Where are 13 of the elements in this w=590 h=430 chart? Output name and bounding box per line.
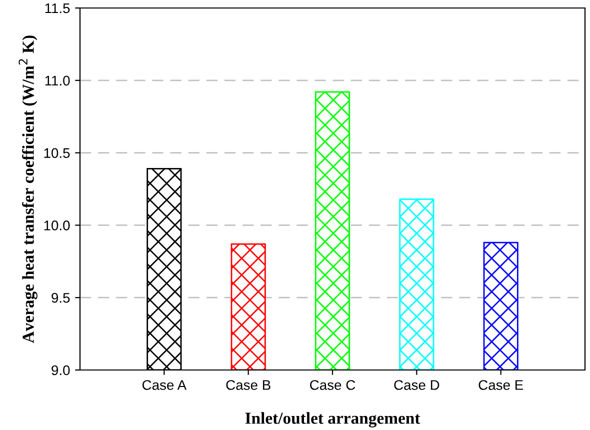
x-tick-label: Case E — [478, 380, 524, 390]
x-tick-label: Case B — [226, 380, 270, 390]
x-axis-title: Inlet/outlet arrangement — [245, 412, 420, 428]
y-tick-label: 9.0 — [52, 365, 70, 376]
y-axis-title: Average heat transfer coefficient (W/m$^{2}$ K) — [18, 36, 38, 344]
x-tick-label: Case A — [142, 380, 187, 390]
x-tick-label: Case D — [394, 380, 440, 390]
y-tick-label: 10.5 — [44, 148, 70, 158]
y-tick-label: 9.5 — [52, 292, 70, 303]
y-tick-label: 10.0 — [44, 220, 70, 230]
y-tick-label: 11.0 — [45, 76, 70, 86]
y-tick-label: 11.5 — [45, 3, 70, 14]
x-tick-label: Case C — [310, 380, 356, 390]
